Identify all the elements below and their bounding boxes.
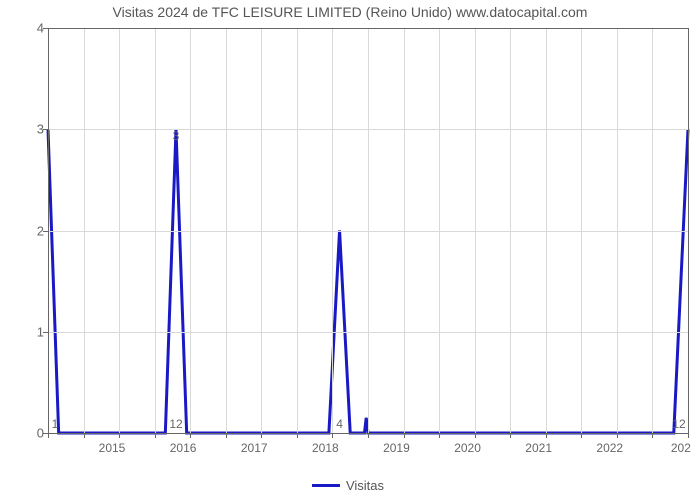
x-tick-mark <box>84 433 85 438</box>
x-tick-mark <box>368 433 369 438</box>
x-tick-mark <box>119 433 120 438</box>
x-tick-mark <box>261 433 262 438</box>
x-tick-label: 2020 <box>454 441 481 455</box>
x-tick-label: 2018 <box>312 441 339 455</box>
x-tick-label: 2019 <box>383 441 410 455</box>
x-tick-label: 2016 <box>170 441 197 455</box>
x-tick-mark <box>652 433 653 438</box>
chart-title: Visitas 2024 de TFC LEISURE LIMITED (Rei… <box>0 4 700 20</box>
plot-area <box>48 28 688 433</box>
axis-border-right <box>688 28 689 433</box>
x-tick-label: 2015 <box>99 441 126 455</box>
x-tick-mark <box>155 433 156 438</box>
x-tick-mark <box>581 433 582 438</box>
x-tick-label: 2017 <box>241 441 268 455</box>
legend-swatch <box>312 484 340 487</box>
x-tick-mark <box>510 433 511 438</box>
y-tick-mark <box>43 332 48 333</box>
y-tick-mark <box>43 231 48 232</box>
x-tick-mark <box>48 433 49 438</box>
x-tick-mark <box>439 433 440 438</box>
x-tick-mark <box>617 433 618 438</box>
legend-label: Visitas <box>346 478 384 493</box>
x-tick-label: 2021 <box>525 441 552 455</box>
x-tick-mark <box>190 433 191 438</box>
x-numeric-label: 12 <box>672 417 685 431</box>
x-tick-mark <box>546 433 547 438</box>
grid-line-horizontal <box>48 332 688 333</box>
x-tick-mark <box>475 433 476 438</box>
x-tick-mark <box>404 433 405 438</box>
series-value-label: 3 <box>173 129 180 143</box>
chart-container: { "chart": { "type": "line", "title": "V… <box>0 0 700 500</box>
x-tick-mark <box>688 433 689 438</box>
y-tick-mark <box>43 129 48 130</box>
x-tick-mark <box>226 433 227 438</box>
legend: Visitas <box>312 478 384 493</box>
x-numeric-label: 4 <box>336 417 343 431</box>
x-tick-label: 2022 <box>596 441 623 455</box>
x-tick-mark <box>332 433 333 438</box>
x-numeric-label: 1 <box>52 417 59 431</box>
grid-line-horizontal <box>48 129 688 130</box>
y-tick-mark <box>43 28 48 29</box>
grid-line-horizontal <box>48 231 688 232</box>
x-tick-mark <box>297 433 298 438</box>
x-tick-label: 202 <box>671 441 691 455</box>
axis-border-left <box>48 28 49 433</box>
axis-border-top <box>48 28 688 29</box>
x-numeric-label: 12 <box>169 417 182 431</box>
